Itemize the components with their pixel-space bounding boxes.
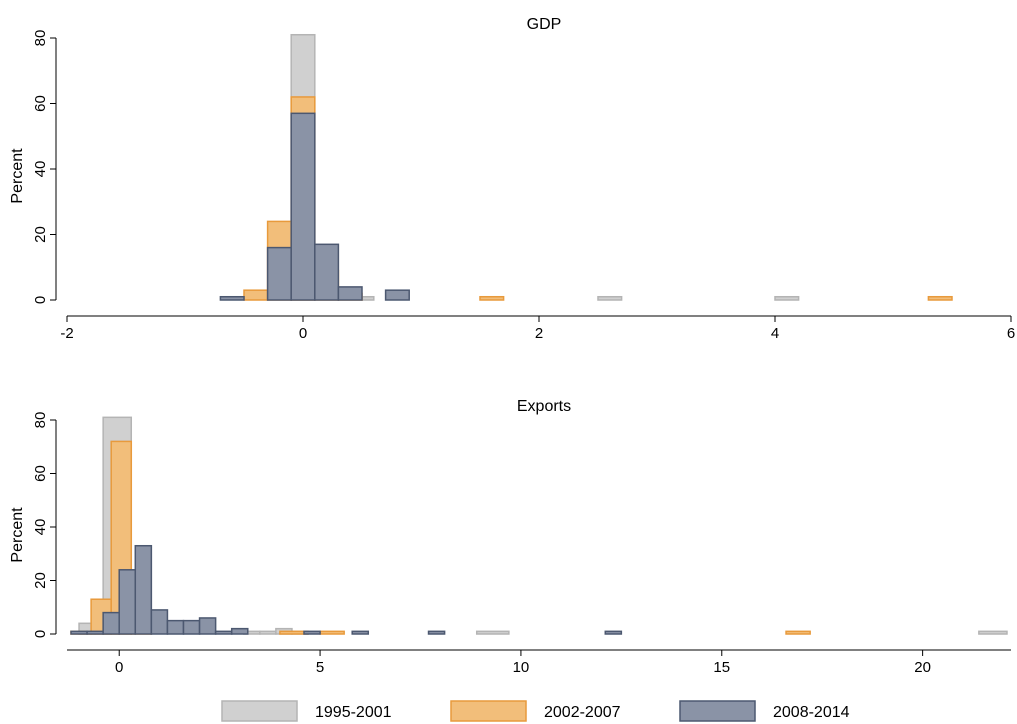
bar-2008-2014-1 <box>86 630 104 635</box>
x-tick-label-4: 4 <box>771 325 779 342</box>
bar-2002-2007-5 <box>319 630 345 635</box>
bar-1995-2001-8 <box>978 630 1008 635</box>
y-tick-label-80: 80 <box>32 30 49 47</box>
gdp-panel: GDP Percent 0 20 40 60 80 -2 0 2 4 6 <box>9 16 1015 342</box>
exports-y-axis-label: Percent <box>9 507 26 563</box>
bar-1995-2001-3 <box>774 295 800 301</box>
bar-2008-2014-7 <box>182 619 201 635</box>
legend-swatch-2002-2007 <box>450 700 527 722</box>
bar-2008-2014-5 <box>384 289 410 301</box>
bar-2008-2014-0 <box>219 295 245 301</box>
y-tick-label-80: 80 <box>32 412 49 429</box>
bar-2008-2014-11 <box>303 630 321 635</box>
y-tick-label-40: 40 <box>32 161 49 178</box>
x-tick-label-2: 2 <box>535 325 543 342</box>
bar-2008-2014-3 <box>314 243 340 301</box>
exports-bars <box>70 416 1008 635</box>
x-tick-label-5: 5 <box>316 659 324 676</box>
exports-axes: 0 20 40 60 80 0 5 10 15 20 <box>32 412 1011 676</box>
x-tick-label-10: 10 <box>513 659 530 676</box>
y-tick-label-60: 60 <box>32 465 49 482</box>
y-tick-label-40: 40 <box>32 519 49 536</box>
x-tick-label-6: 6 <box>1007 325 1015 342</box>
bar-2008-2014-2 <box>290 112 316 301</box>
legend-label-2008-2014: 2008-2014 <box>773 704 850 721</box>
x-tick-label-20: 20 <box>914 659 931 676</box>
y-tick-label-0: 0 <box>32 296 49 304</box>
bar-2008-2014-12 <box>351 630 370 635</box>
legend: 1995-2001 2002-2007 2008-2014 <box>221 700 850 722</box>
gdp-axes: 0 20 40 60 80 -2 0 2 4 6 <box>32 30 1015 342</box>
bar-2008-2014-4 <box>337 286 363 301</box>
bar-2008-2014-10 <box>230 627 249 635</box>
x-tick-label-15: 15 <box>713 659 730 676</box>
gdp-y-axis-label: Percent <box>9 148 26 204</box>
gdp-bars <box>219 33 953 301</box>
bar-2008-2014-13 <box>427 630 446 635</box>
x-tick-label-0: 0 <box>299 325 307 342</box>
bar-2008-2014-6 <box>166 619 185 635</box>
bar-2008-2014-5 <box>150 609 169 635</box>
legend-label-1995-2001: 1995-2001 <box>315 704 392 721</box>
legend-swatch-2008-2014 <box>679 700 756 722</box>
bar-2008-2014-9 <box>214 630 233 635</box>
bar-2008-2014-3 <box>118 569 137 635</box>
x-tick-label--2: -2 <box>60 325 73 342</box>
bar-1995-2001-2 <box>597 295 623 301</box>
legend-swatch-1995-2001 <box>221 700 298 722</box>
legend-label-2002-2007: 2002-2007 <box>544 704 621 721</box>
bar-1995-2001-7 <box>475 630 510 635</box>
exports-title: Exports <box>517 398 571 415</box>
bar-1995-2001-1 <box>361 295 375 301</box>
bar-2002-2007-0 <box>243 289 269 301</box>
bar-2008-2014-14 <box>604 630 623 635</box>
y-tick-label-20: 20 <box>32 572 49 589</box>
bar-2002-2007-6 <box>785 630 811 635</box>
gdp-title: GDP <box>527 16 562 33</box>
bar-2008-2014-0 <box>70 630 88 635</box>
x-tick-label-0: 0 <box>115 659 123 676</box>
y-tick-label-20: 20 <box>32 226 49 243</box>
bar-2008-2014-8 <box>198 617 217 635</box>
y-tick-label-60: 60 <box>32 95 49 112</box>
bar-2008-2014-2 <box>102 611 120 635</box>
bar-2008-2014-1 <box>266 246 292 301</box>
exports-panel: Exports Percent 0 20 40 60 80 0 5 10 15 20 <box>9 398 1011 676</box>
bar-1995-2001-4 <box>259 630 277 635</box>
bar-2002-2007-5 <box>479 295 505 301</box>
y-tick-label-0: 0 <box>32 630 49 638</box>
bar-2002-2007-6 <box>927 295 953 301</box>
bar-2008-2014-4 <box>134 544 153 635</box>
